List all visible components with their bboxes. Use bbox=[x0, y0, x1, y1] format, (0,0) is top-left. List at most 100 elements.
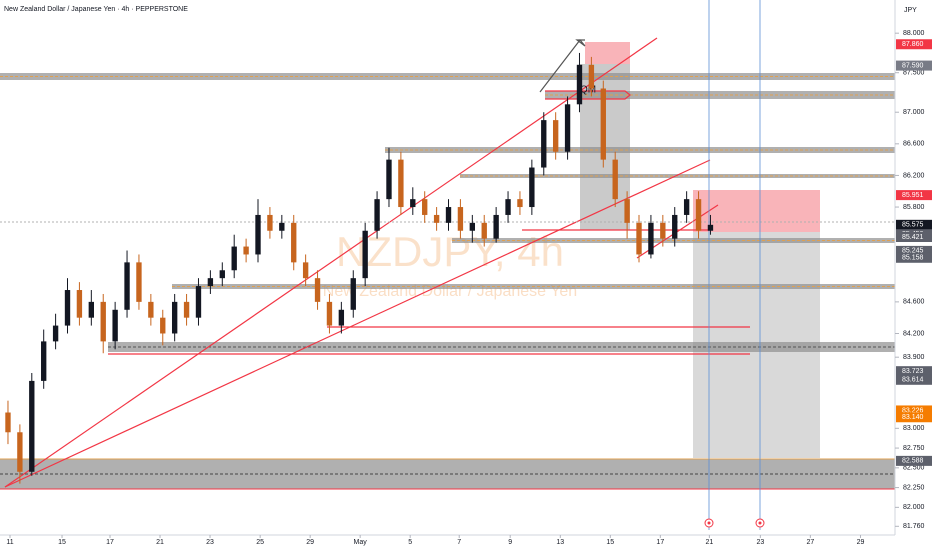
candle-body bbox=[160, 317, 166, 334]
candle-body bbox=[457, 207, 464, 231]
candle-body bbox=[481, 222, 487, 239]
x-tick-label: 17 bbox=[106, 539, 114, 546]
candle-body bbox=[291, 222, 297, 263]
candle-body bbox=[136, 262, 142, 302]
candle-body bbox=[267, 214, 273, 231]
candle-body bbox=[422, 199, 428, 215]
price-badge bbox=[896, 219, 932, 230]
y-tick-label: 81.760 bbox=[903, 523, 925, 530]
candle-body bbox=[219, 270, 225, 279]
candle-body bbox=[88, 301, 95, 318]
candle-body bbox=[695, 199, 702, 231]
price-badge bbox=[896, 252, 932, 263]
candle-body bbox=[302, 262, 309, 279]
candle-body bbox=[5, 412, 11, 433]
event-marker-dot bbox=[758, 521, 762, 525]
x-tick-label: 13 bbox=[556, 539, 564, 546]
candle-body bbox=[433, 214, 440, 223]
candle-body bbox=[326, 301, 333, 326]
price-badge bbox=[896, 405, 932, 416]
x-tick-label: 11 bbox=[6, 539, 13, 546]
price-badge bbox=[896, 190, 932, 201]
candle-body bbox=[76, 290, 83, 318]
x-tick-label: 15 bbox=[606, 539, 614, 546]
candle-body bbox=[505, 199, 511, 215]
candle-body bbox=[100, 301, 106, 342]
price-badge-label: 85.951 bbox=[902, 192, 924, 199]
candle-body bbox=[207, 278, 214, 287]
y-tick-label: 82.250 bbox=[903, 484, 925, 491]
candle-body bbox=[493, 214, 499, 239]
candle-body bbox=[112, 309, 118, 342]
candle-body bbox=[64, 290, 71, 326]
candle-body bbox=[124, 262, 130, 310]
candle-body bbox=[576, 64, 583, 105]
candle-body bbox=[469, 222, 476, 231]
price-badge bbox=[896, 245, 932, 256]
price-badge bbox=[896, 60, 932, 71]
y-tick-label: 82.000 bbox=[903, 504, 925, 511]
candle-body bbox=[231, 246, 237, 271]
candle-body bbox=[529, 167, 535, 208]
candle-body bbox=[17, 432, 23, 472]
candle-body bbox=[338, 309, 345, 326]
candle-body bbox=[255, 214, 261, 255]
candle-body bbox=[672, 214, 678, 239]
candle-body bbox=[683, 199, 690, 215]
x-tick-label: May bbox=[354, 539, 368, 546]
x-tick-label: 17 bbox=[656, 539, 664, 546]
price-badge-label: 83.140 bbox=[902, 414, 924, 421]
price-badge-label: 83.614 bbox=[902, 377, 924, 384]
candle-body bbox=[52, 325, 59, 342]
price-badge-label: 82.588 bbox=[902, 458, 924, 465]
price-badge-label: 83.723 bbox=[902, 368, 924, 375]
candle-body bbox=[41, 341, 47, 381]
x-tick-label: 21 bbox=[156, 539, 164, 546]
price-badge bbox=[896, 231, 932, 242]
candle-body bbox=[624, 199, 630, 223]
header: New Zealand Dollar / Japanese Yen · 4h ·… bbox=[4, 6, 188, 13]
candle-body bbox=[445, 207, 452, 223]
channel-upper bbox=[4, 37, 658, 488]
y-tick-label: 83.000 bbox=[903, 425, 925, 432]
candle-body bbox=[564, 104, 571, 152]
y-tick-label: 86.600 bbox=[903, 141, 925, 148]
y-tick-label: 84.200 bbox=[903, 330, 925, 337]
y-tick-label: 86.200 bbox=[903, 172, 925, 179]
price-badge-label: 85.421 bbox=[902, 234, 924, 241]
stop-box bbox=[693, 190, 820, 232]
candle-body bbox=[600, 88, 606, 160]
candle-body bbox=[148, 301, 154, 318]
candle-body bbox=[410, 199, 416, 208]
candle-body bbox=[636, 222, 642, 255]
price-badge-label: 85.575 bbox=[902, 222, 924, 229]
x-tick-label: 7 bbox=[457, 539, 461, 546]
x-tick-label: 21 bbox=[705, 539, 713, 546]
annotation: QM bbox=[580, 85, 596, 96]
channel-lower bbox=[4, 159, 711, 488]
marks bbox=[5, 52, 714, 484]
y-tick-label: 84.600 bbox=[903, 299, 925, 306]
y-tick-label: 87.000 bbox=[903, 109, 925, 116]
candle-body bbox=[612, 159, 618, 200]
x-tick-label: 29 bbox=[306, 539, 314, 546]
price-badge-label: 85.245 bbox=[902, 248, 924, 255]
candle-body bbox=[588, 64, 595, 89]
x-tick-label: 23 bbox=[206, 539, 214, 546]
x-tick-label: 25 bbox=[256, 539, 264, 546]
price-badge bbox=[896, 412, 932, 423]
x-tick-label: 5 bbox=[408, 539, 412, 546]
price-badge bbox=[896, 366, 932, 377]
candle-body bbox=[398, 159, 404, 208]
candle-body bbox=[29, 380, 35, 472]
candle-body bbox=[552, 120, 559, 152]
price-badge bbox=[896, 39, 932, 50]
y-tick-label: 85.800 bbox=[903, 204, 925, 211]
price-badge-label: 85.158 bbox=[902, 255, 924, 262]
y-tick-label: 82.750 bbox=[903, 445, 925, 452]
drawings bbox=[4, 37, 750, 488]
candle-body bbox=[386, 159, 392, 200]
x-tick-label: 29 bbox=[857, 539, 865, 546]
candle-body bbox=[362, 230, 368, 279]
